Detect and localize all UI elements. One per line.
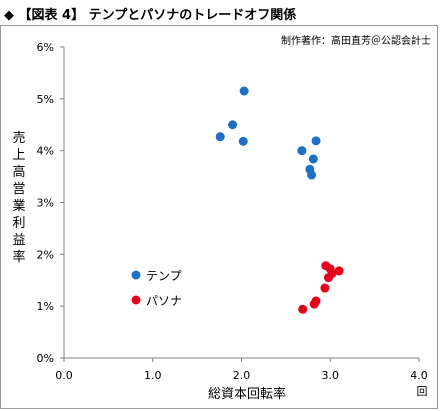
y-axis-label-char: 営: [12, 182, 25, 197]
x-axis-unit: 回: [417, 385, 428, 398]
y-axis-label-char: 上: [12, 148, 25, 163]
chart-frame: 制作著作：高田直芳＠公認会計士 0% 1% 2% 3% 4% 5% 6% 0.0 1.0 2.0 3…: [0, 25, 438, 409]
y-axis-label-char: 益: [12, 233, 25, 248]
x-tick-label: 0.0: [55, 369, 73, 382]
y-axis-label-char: 業: [12, 198, 25, 214]
data-point-pasona: [323, 273, 333, 283]
y-tick-label: 2%: [37, 248, 54, 261]
data-point-tempu: [239, 86, 249, 96]
data-point-pasona: [334, 266, 344, 276]
y-tick-label: 0%: [37, 352, 54, 365]
tick-labels: 0% 1% 2% 3% 4% 5% 6% 0.0 1.0 2.0 3.0 4.0: [37, 41, 428, 382]
y-tick-label: 1%: [37, 300, 54, 313]
y-axis-label-char: 率: [12, 249, 25, 265]
data-point-tempu: [215, 132, 225, 142]
credit-text: 制作著作：高田直芳＠公認会計士: [281, 34, 431, 47]
data-point-tempu: [307, 170, 317, 180]
data-point-tempu: [311, 136, 321, 146]
legend-marker: [131, 270, 141, 280]
legend-marker: [131, 295, 141, 305]
y-axis-label-char: 売: [12, 130, 25, 146]
y-tick-label: 6%: [37, 41, 54, 54]
x-axis-label: 総資本回転率: [208, 386, 286, 402]
legend-label: テンプ: [146, 269, 182, 283]
data-point-pasona: [309, 299, 319, 309]
x-tick-label: 4.0: [410, 369, 428, 382]
data-point-tempu: [228, 120, 238, 130]
data-point-tempu: [297, 146, 307, 156]
legend-label: パソナ: [146, 294, 182, 308]
x-tick-label: 1.0: [144, 369, 162, 382]
scatter-chart: 制作著作：高田直芳＠公認会計士 0% 1% 2% 3% 4% 5% 6% 0.0 1.0 2.0 3…: [12, 34, 431, 402]
data-point-pasona: [320, 283, 330, 293]
y-axis-label-char: 高: [12, 164, 25, 180]
y-tick-label: 5%: [37, 93, 54, 106]
y-tick-label: 3%: [37, 197, 54, 210]
data-points: [215, 86, 344, 314]
y-axis-label-char: 利: [12, 216, 25, 231]
x-tick-label: 3.0: [322, 369, 340, 382]
data-point-pasona: [298, 304, 308, 314]
data-point-tempu: [238, 136, 248, 146]
y-tick-label: 4%: [37, 145, 54, 158]
data-point-tempu: [308, 154, 318, 164]
x-tick-label: 2.0: [233, 369, 251, 382]
figure-title: ◆ 【図表 4】 テンプとパソナのトレードオフ関係: [4, 8, 297, 23]
